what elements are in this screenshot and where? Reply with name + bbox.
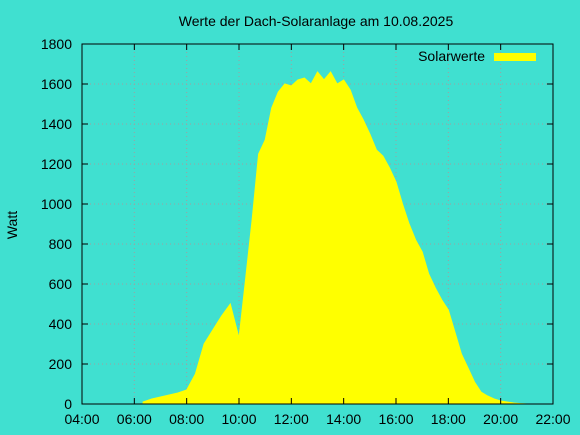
- y-tick-label: 1600: [41, 76, 72, 92]
- axes: [81, 43, 554, 405]
- x-tick-labels: 04:00 06:00 08:00 10:00 12:00 14:00 16:00 18:00…: [64, 411, 570, 427]
- x-tick-label: 14:00: [326, 411, 361, 427]
- x-tick-label: 22:00: [535, 411, 570, 427]
- y-tick-label: 1800: [41, 36, 72, 52]
- plot-frame: [81, 43, 554, 405]
- y-tick-label: 1400: [41, 116, 72, 132]
- x-tick-label: 18:00: [431, 411, 466, 427]
- x-tick-label: 20:00: [483, 411, 518, 427]
- x-tick-label: 12:00: [274, 411, 309, 427]
- legend: Solarwerte: [418, 48, 536, 64]
- legend-swatch: [494, 53, 536, 61]
- x-tick-label: 06:00: [117, 411, 152, 427]
- y-tick-label: 1200: [41, 156, 72, 172]
- y-tick-label: 600: [49, 276, 73, 292]
- x-tick-label: 10:00: [221, 411, 256, 427]
- chart-title: Werte der Dach-Solaranlage am 10.08.2025: [179, 13, 454, 29]
- legend-label: Solarwerte: [418, 48, 485, 64]
- y-axis-label: Watt: [4, 211, 20, 239]
- x-tick-label: 04:00: [64, 411, 99, 427]
- x-tick-label: 08:00: [169, 411, 204, 427]
- y-tick-label: 400: [49, 316, 73, 332]
- series-area-solarwerte: [142, 71, 527, 405]
- series-area: [142, 71, 527, 405]
- y-tick-label: 800: [49, 236, 73, 252]
- y-tick-label: 0: [64, 396, 72, 412]
- y-tick-labels: 0 200 400 600 800 1000 1200 1400 1600 1800: [41, 36, 72, 412]
- y-tick-label: 200: [49, 356, 73, 372]
- y-tick-label: 1000: [41, 196, 72, 212]
- x-tick-label: 16:00: [378, 411, 413, 427]
